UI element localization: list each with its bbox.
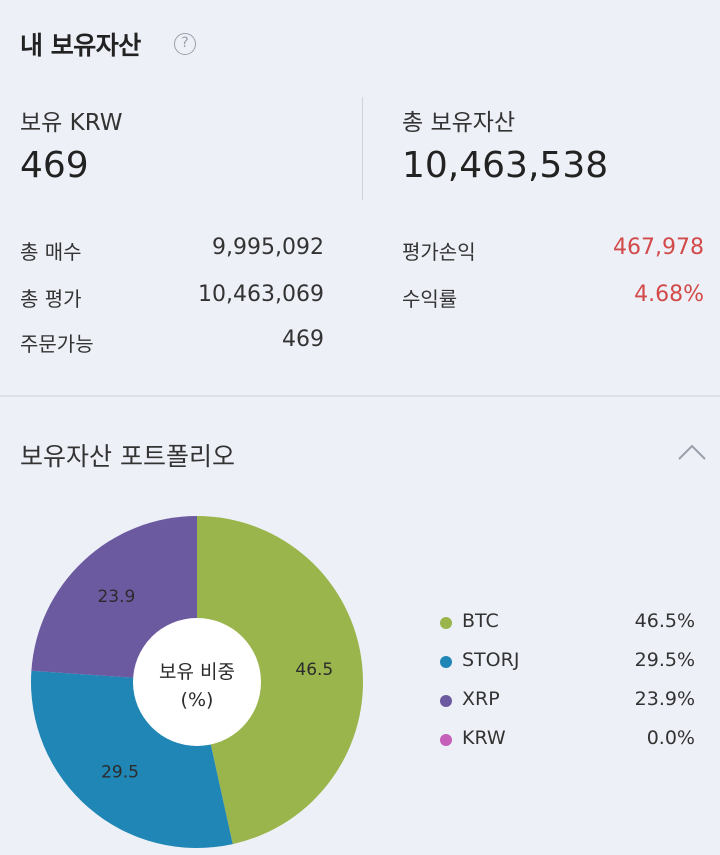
help-icon[interactable]: ?	[174, 33, 196, 55]
donut-hole	[133, 618, 261, 746]
chevron-up-icon[interactable]	[676, 442, 708, 462]
total-eval-label: 총 평가	[20, 287, 82, 311]
slice-label-xrp: 23.9	[97, 587, 135, 607]
legend-value: 23.9%	[634, 688, 695, 710]
section-divider	[0, 395, 720, 397]
legend-item-btc[interactable]: BTC 46.5%	[440, 610, 695, 636]
legend-name: BTC	[462, 610, 499, 632]
legend-item-storj[interactable]: STORJ 29.5%	[440, 649, 695, 675]
portfolio-donut-chart: 46.5 29.5 23.9 보유 비중 (%)	[31, 516, 363, 848]
legend-value: 46.5%	[634, 610, 695, 632]
orderable-value: 469	[282, 327, 324, 352]
legend-item-krw[interactable]: KRW 0.0%	[440, 727, 695, 753]
slice-label-btc: 46.5	[295, 660, 333, 680]
total-buy-label: 총 매수	[20, 240, 82, 264]
slice-btc[interactable]	[197, 516, 363, 845]
legend-dot	[440, 656, 452, 668]
total-buy-value: 9,995,092	[212, 235, 324, 260]
pnl-label: 평가손익	[402, 240, 476, 264]
center-label-line2: (%)	[181, 689, 214, 711]
legend-name: XRP	[462, 688, 500, 710]
slice-label-storj: 29.5	[101, 762, 139, 782]
legend-value: 29.5%	[634, 649, 695, 671]
pnl-value: 467,978	[613, 235, 704, 260]
krw-value: 469	[20, 145, 89, 186]
legend-value: 0.0%	[646, 727, 695, 749]
legend-dot	[440, 617, 452, 629]
return-value: 4.68%	[634, 282, 704, 307]
legend-name: STORJ	[462, 649, 520, 671]
return-label: 수익률	[402, 287, 458, 311]
legend-item-xrp[interactable]: XRP 23.9%	[440, 688, 695, 714]
center-label-line1: 보유 비중	[159, 661, 235, 683]
legend-dot	[440, 734, 452, 746]
orderable-label: 주문가능	[20, 332, 94, 356]
summary-divider	[362, 97, 363, 200]
total-eval-value: 10,463,069	[198, 282, 324, 307]
portfolio-title: 보유자산 포트폴리오	[20, 442, 235, 471]
total-assets-label: 총 보유자산	[402, 110, 516, 136]
total-assets-value: 10,463,538	[402, 145, 609, 186]
legend-name: KRW	[462, 727, 506, 749]
page-title: 내 보유자산	[20, 31, 141, 60]
legend-dot	[440, 695, 452, 707]
krw-label: 보유 KRW	[20, 110, 123, 136]
